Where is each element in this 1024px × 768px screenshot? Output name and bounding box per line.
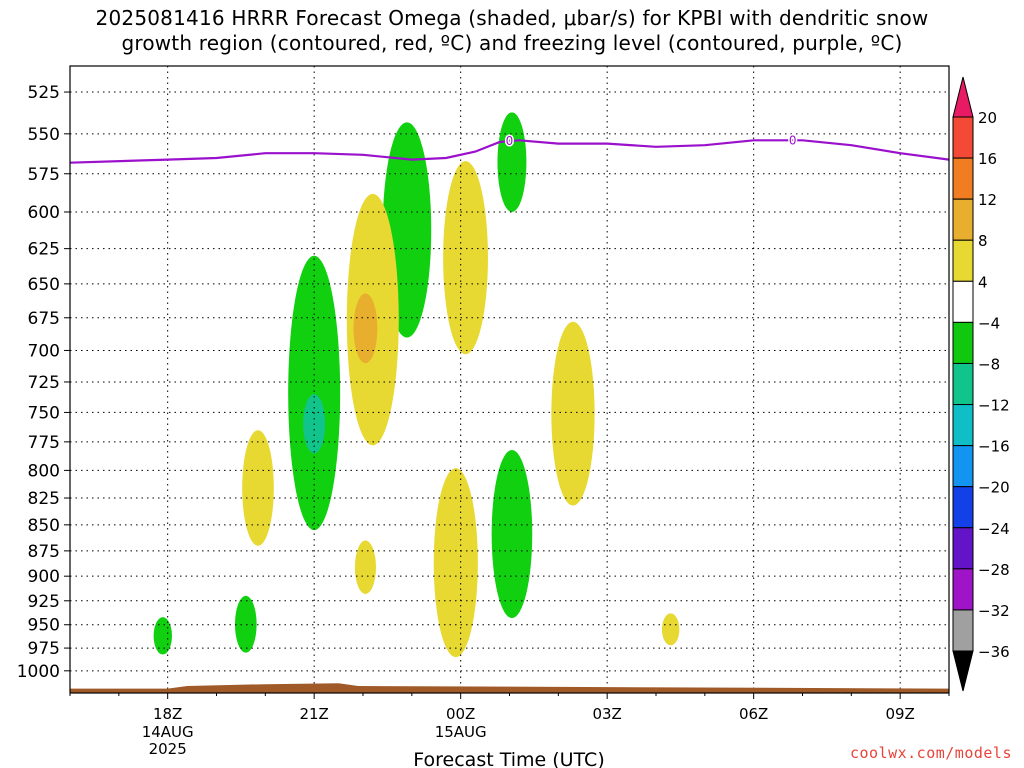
grid-lines (70, 66, 949, 693)
x-axis-label: Forecast Time (UTC) (413, 749, 604, 768)
y-tick-label-950: 950 (28, 616, 60, 636)
y-tick-label-675: 675 (28, 309, 60, 329)
credit-text: coolwx.com/models (849, 744, 1012, 762)
colorbar-bin-3 (952, 198, 974, 241)
y-tick-label-975: 975 (28, 639, 60, 659)
colorbar-bin-9 (952, 445, 974, 488)
colorbar-bin-6 (952, 321, 974, 364)
colorbar-label-4: 4 (978, 273, 988, 291)
colorbar-bin-8 (952, 404, 974, 447)
y-tick-label-575: 575 (28, 165, 60, 185)
colorbar-label-2: 12 (978, 191, 997, 209)
colorbar-label-1: 16 (978, 150, 997, 168)
x-tick-label-21Z: 21Z (299, 705, 328, 723)
y-tick-label-525: 525 (28, 83, 60, 103)
colorbar-bin-1 (952, 116, 974, 159)
x-tick-label-06Z: 06Z (739, 705, 768, 723)
surface-strip (70, 683, 949, 693)
colorbar: 20 16 12 8 4 −4 −8 −12 −16 −20 −24 −28 −32 −36 (952, 76, 1010, 692)
x-tick-label-09Z: 09Z (885, 705, 914, 723)
colorbar-label-5: −4 (978, 314, 1000, 332)
omega-region-13 (433, 468, 478, 658)
freezing-level-label-1: 0 (789, 133, 797, 147)
y-tick-label-825: 825 (28, 489, 60, 509)
colorbar-label-12: −32 (978, 602, 1010, 620)
x-tick-label-00Z: 00Z (446, 705, 475, 723)
y-tick-label-625: 625 (28, 240, 60, 260)
colorbar-label-6: −8 (978, 355, 1000, 373)
colorbar-label-0: 20 (978, 109, 997, 127)
y-tick-label-800: 800 (28, 461, 60, 481)
colorbar-label-8: −16 (978, 438, 1010, 456)
omega-region-9 (353, 293, 378, 364)
title-line-2: growth region (contoured, red, ºC) and f… (121, 31, 903, 55)
omega-region-3 (497, 112, 527, 212)
colorbar-label-10: −24 (978, 520, 1010, 538)
colorbar-top-triangle (952, 76, 974, 118)
colorbar-label-11: −28 (978, 561, 1010, 579)
y-tick-label-875: 875 (28, 542, 60, 562)
colorbar-bin-4 (952, 239, 974, 282)
colorbar-label-3: 8 (978, 232, 988, 250)
x-tick-sublabel-00Z-0: 15AUG (435, 723, 487, 741)
omega-region-6 (153, 617, 172, 655)
x-tick-label-18Z: 18Z (153, 705, 182, 723)
y-tick-label-850: 850 (28, 516, 60, 536)
x-tick-label-03Z: 03Z (592, 705, 621, 723)
colorbar-label-7: −12 (978, 397, 1010, 415)
colorbar-label-13: −36 (978, 643, 1010, 661)
title-line-1: 2025081416 HRRR Forecast Omega (shaded, … (95, 6, 929, 30)
omega-region-10 (443, 161, 488, 355)
omega-region-0 (288, 255, 341, 531)
x-tick-sublabel-18Z-0: 14AUG (142, 723, 194, 741)
colorbar-bin-5 (952, 280, 974, 323)
colorbar-bin-11 (952, 527, 974, 570)
omega-region-7 (242, 430, 274, 546)
y-tick-label-925: 925 (28, 592, 60, 612)
colorbar-bin-10 (952, 486, 974, 529)
chart-title: 2025081416 HRRR Forecast Omega (shaded, … (0, 6, 1024, 56)
colorbar-bin-13 (952, 609, 974, 652)
colorbar-label-9: −20 (978, 479, 1010, 497)
y-tick-label-725: 725 (28, 373, 60, 393)
omega-region-11 (551, 321, 595, 506)
colorbar-bin-2 (952, 157, 974, 200)
y-tick-label-900: 900 (28, 567, 60, 587)
y-axis: 525 550 575 600 625 650 675 700 725 750 775 800 825 8… (17, 83, 70, 682)
y-tick-label-775: 775 (28, 433, 60, 453)
y-tick-label-550: 550 (28, 125, 60, 145)
freezing-level-line (69, 139, 950, 164)
omega-regions (153, 112, 680, 658)
colorbar-bottom-triangle (952, 650, 974, 692)
y-tick-label-750: 750 (28, 403, 60, 423)
freezing-level-label-0: 0 (506, 134, 514, 148)
y-tick-label-1000: 1000 (17, 662, 60, 682)
x-tick-sublabel-18Z-1: 2025 (149, 740, 187, 758)
y-tick-label-700: 700 (28, 341, 60, 361)
colorbar-bin-7 (952, 362, 974, 406)
omega-region-14 (661, 613, 680, 646)
omega-region-12 (354, 540, 376, 594)
y-tick-label-650: 650 (28, 275, 60, 295)
omega-region-4 (491, 449, 533, 619)
omega-region-5 (234, 595, 257, 653)
colorbar-bin-12 (952, 568, 974, 611)
y-tick-label-600: 600 (28, 203, 60, 223)
